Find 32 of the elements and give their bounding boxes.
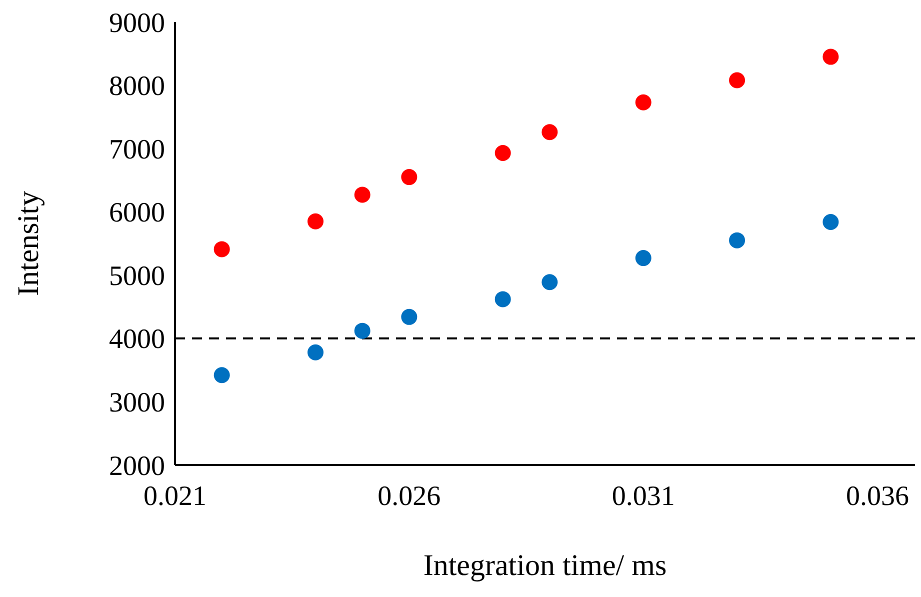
x-tick-label: 0.031 (612, 481, 675, 512)
point (354, 186, 370, 203)
y-tick-label: 3000 (109, 388, 165, 419)
point (354, 322, 370, 339)
point (822, 48, 839, 65)
point (494, 291, 511, 308)
point (635, 250, 652, 266)
x-tick-label: 0.026 (378, 481, 441, 512)
y-axis-title: Intensity (12, 191, 45, 296)
point (214, 241, 230, 258)
point (494, 145, 511, 161)
point (401, 169, 418, 186)
point (542, 274, 558, 290)
point (308, 213, 324, 230)
x-tick-label: 0.036 (846, 481, 910, 512)
y-tick-label: 5000 (109, 260, 165, 292)
y-tick-label: 7000 (109, 134, 165, 166)
point (308, 344, 324, 360)
y-tick-label: 9000 (109, 8, 165, 39)
point (729, 72, 746, 88)
y-tick-label: 8000 (109, 71, 165, 102)
point (542, 124, 558, 140)
point (822, 214, 839, 230)
point (729, 232, 746, 248)
x-axis-title: Integration time/ ms (423, 549, 667, 582)
y-tick-label: 6000 (109, 198, 165, 229)
x-tick-label: 0.021 (144, 481, 206, 512)
y-tick-label: 2000 (109, 450, 165, 482)
point (214, 367, 230, 384)
point (401, 308, 418, 325)
point (635, 94, 652, 110)
y-tick-label: 4000 (109, 324, 165, 356)
